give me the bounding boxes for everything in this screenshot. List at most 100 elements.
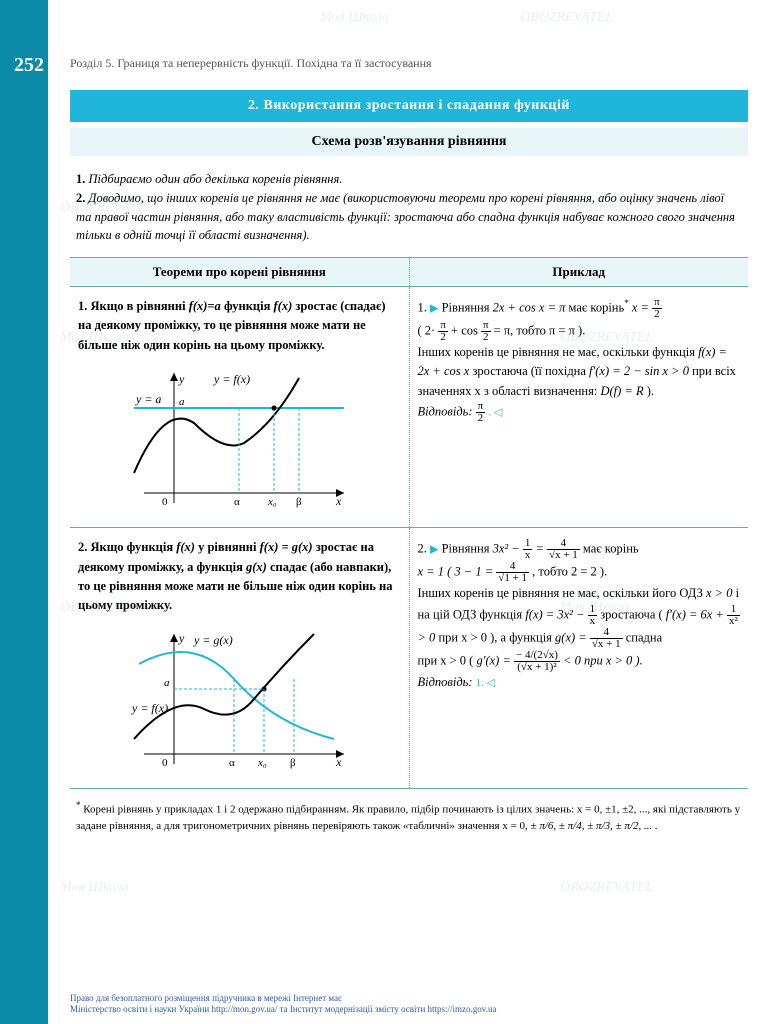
r2-f: f(x) = 3x² − bbox=[525, 607, 587, 621]
r2-odz: x > 0 bbox=[706, 586, 732, 600]
r2-f2: 4√x + 1 bbox=[547, 538, 580, 561]
r2-fpf: 1x² bbox=[727, 604, 740, 627]
row1-r-num: 1. bbox=[418, 300, 427, 314]
table-header-row: Теореми про корені рівняння Приклад bbox=[70, 257, 748, 287]
frac-pi2-c: π2 bbox=[481, 320, 491, 343]
r2-leq2: f(x) = g(x) bbox=[260, 540, 313, 554]
footnote-marker: * bbox=[76, 800, 81, 810]
graph2-svg: y = g(x) y = f(x) y a 0 α x₀ β x bbox=[124, 624, 354, 774]
theorem-row-2: 2. Якщо функція f(x) у рівнянні f(x) = g… bbox=[70, 528, 748, 789]
graph1-svg: y = f(x) y = a a y 0 α x₀ β x bbox=[124, 363, 354, 513]
r2-gpe: < 0 при x > 0 ). bbox=[563, 653, 643, 667]
r2-gf: 4√x + 1 bbox=[590, 627, 623, 650]
r2-p2e: спадна bbox=[626, 630, 662, 644]
r2-lb: у рівнянні bbox=[198, 540, 260, 554]
r2-gpf: − 4/(2√x)(√x + 1)² bbox=[514, 650, 560, 673]
row1-l-eq1: f(x)=a bbox=[189, 299, 221, 313]
r1-eq1: 2x + cos x = π bbox=[493, 300, 566, 314]
r2-p2a: Інших коренів це рівняння не має, оскіль… bbox=[418, 586, 707, 600]
intro-item2-text: Доводимо, що інших коренів це рівняння н… bbox=[76, 191, 735, 243]
r1-ans-end: . ◁ bbox=[488, 407, 502, 419]
r2-ff: 1x bbox=[588, 604, 598, 627]
page-number: 252 bbox=[10, 52, 48, 79]
g2-gx-label: y = g(x) bbox=[193, 633, 233, 647]
g1-x-label: x bbox=[335, 494, 342, 508]
footer-line1: Право для безоплатного розміщення підруч… bbox=[70, 993, 496, 1005]
g2-alpha: α bbox=[229, 757, 235, 769]
row1-l-b: функція bbox=[224, 299, 274, 313]
r2-ans-val: 1. ◁ bbox=[476, 677, 495, 689]
graph-2: y = g(x) y = f(x) y a 0 α x₀ β x bbox=[124, 624, 354, 774]
g2-a-label: a bbox=[164, 677, 170, 689]
r2-b: має корінь bbox=[583, 542, 639, 556]
r2-fp: f′(x) = 6x + bbox=[666, 607, 727, 621]
watermark: Моя Школа bbox=[60, 880, 129, 896]
r1-p2b: зростаюча (її похідна bbox=[472, 364, 589, 378]
intro-item1-num: 1. bbox=[76, 172, 85, 186]
row2-right: 2. ▶ Рівняння 3x² − 1x = 4√x + 1 має кор… bbox=[410, 528, 749, 788]
row1-l-a: Якщо в рівнянні bbox=[91, 299, 189, 313]
r2-p2c: зростаюча ( bbox=[600, 607, 666, 621]
row1-right: 1. ▶ Рівняння 2x + cos x = π має корінь*… bbox=[410, 287, 749, 527]
r2-eq1b: = bbox=[535, 542, 547, 556]
graph-1: y = f(x) y = a a y 0 α x₀ β x bbox=[124, 363, 354, 513]
r1-pm: + cos bbox=[451, 323, 481, 337]
r2-l2a: x = 1 ( 3 − 1 = bbox=[418, 565, 497, 579]
footnote: * Корені рівнянь у прикладах 1 і 2 одерж… bbox=[70, 789, 748, 835]
intro-block: 1. Підбираємо один або декілька коренів … bbox=[70, 166, 748, 257]
r2-ans-lbl: Відповідь: bbox=[418, 675, 473, 689]
footer-line2: Міністерство освіти і науки України http… bbox=[70, 1004, 496, 1016]
left-margin-bar bbox=[0, 0, 48, 1024]
r1-eq4: D(f) = R bbox=[600, 384, 643, 398]
g1-beta: β bbox=[296, 496, 302, 508]
r1-po: ( 2· bbox=[418, 323, 436, 337]
r2-f1: 1x bbox=[523, 538, 533, 561]
r1-a: Рівняння bbox=[442, 300, 493, 314]
frac-pi2-a: π2 bbox=[652, 297, 662, 320]
r2-leq1: f(x) bbox=[176, 540, 195, 554]
section-banner: 2. Використання зростання і спадання фун… bbox=[70, 90, 748, 122]
g1-o-label: 0 bbox=[162, 496, 168, 508]
r2-l2f: 4√1 + 1 bbox=[496, 561, 529, 584]
r1-p2a: Інших коренів це рівняння не має, оскіль… bbox=[418, 345, 699, 359]
g1-x0: x₀ bbox=[267, 496, 277, 508]
r2-a: Рівняння bbox=[442, 542, 493, 556]
r2-num: 2. bbox=[418, 542, 427, 556]
g2-fx-label: y = f(x) bbox=[131, 701, 168, 715]
g1-y-label: y bbox=[178, 372, 185, 386]
page-content: 2. Використання зростання і спадання фун… bbox=[70, 0, 748, 834]
frac-pi2-b: π2 bbox=[438, 320, 448, 343]
col-header-right: Приклад bbox=[410, 258, 749, 286]
r1-c: x = bbox=[632, 300, 652, 314]
row1-left-num: 1. bbox=[78, 299, 87, 313]
r1-ans-lbl: Відповідь: bbox=[418, 405, 473, 419]
r2-l2b: , тобто 2 = 2 ). bbox=[532, 565, 607, 579]
r2-p2d: при x > 0 ), а функція bbox=[438, 630, 555, 644]
g1-ya-label: y = a bbox=[135, 392, 161, 406]
r1-p2d: ). bbox=[647, 384, 654, 398]
r2-fpe: > 0 bbox=[418, 630, 436, 644]
row2-left: 2. Якщо функція f(x) у рівнянні f(x) = g… bbox=[70, 528, 410, 788]
g2-y-label: y bbox=[178, 631, 185, 645]
row1-left: 1. Якщо в рівнянні f(x)=a функція f(x) з… bbox=[70, 287, 410, 527]
g2-beta: β bbox=[290, 757, 296, 769]
triangle-icon: ▶ bbox=[430, 302, 438, 314]
r2-leq3: g(x) bbox=[246, 560, 267, 574]
schema-title: Схема розв'язування рівняння bbox=[70, 128, 748, 156]
g2-o-label: 0 bbox=[162, 757, 168, 769]
page-footer: Право для безоплатного розміщення підруч… bbox=[70, 993, 496, 1016]
g1-a-label: a bbox=[179, 396, 185, 408]
g2-x-label: x bbox=[335, 755, 342, 769]
g1-alpha: α bbox=[234, 496, 240, 508]
r2-gp: g′(x) = bbox=[476, 653, 514, 667]
intro-item1-text: Підбираємо один або декілька коренів рів… bbox=[89, 172, 343, 186]
r1-b: має корінь bbox=[569, 300, 625, 314]
triangle-icon: ▶ bbox=[430, 544, 438, 556]
frac-ans1: π2 bbox=[476, 401, 486, 424]
watermark: OBOZREVATEL bbox=[560, 880, 653, 896]
g2-x0: x₀ bbox=[257, 757, 267, 769]
r2-g: g(x) = bbox=[555, 630, 590, 644]
textbook-page: 252 Моя Школа OBOZREVATEL OBOZREVATEL Мо… bbox=[0, 0, 778, 1024]
r2-eq1a: 3x² − bbox=[493, 542, 523, 556]
intro-item2-num: 2. bbox=[76, 191, 85, 205]
